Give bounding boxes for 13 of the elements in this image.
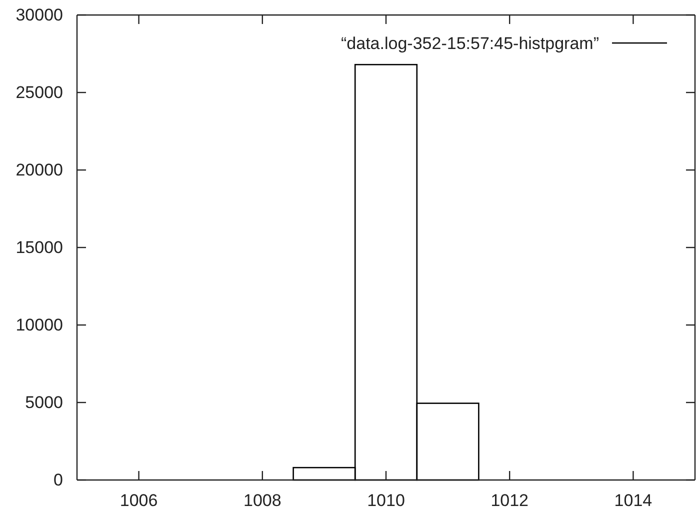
x-tick-label: 1006 [120, 491, 158, 510]
y-tick-label: 0 [54, 470, 63, 490]
y-tick-label: 10000 [16, 315, 63, 334]
y-tick-label: 15000 [16, 238, 63, 257]
y-tick-label: 20000 [16, 160, 63, 180]
legend-label: “data.log-352-15:57:45-histpgram” [341, 34, 600, 53]
x-tick-label: 1014 [614, 491, 652, 510]
x-tick-label: 1012 [490, 491, 529, 510]
y-tick-label: 30000 [16, 5, 63, 24]
y-tick-label: 5000 [25, 392, 63, 412]
y-tick-label: 25000 [16, 82, 63, 102]
x-tick-label: 1010 [367, 491, 405, 510]
x-tick-label: 1008 [243, 491, 282, 510]
